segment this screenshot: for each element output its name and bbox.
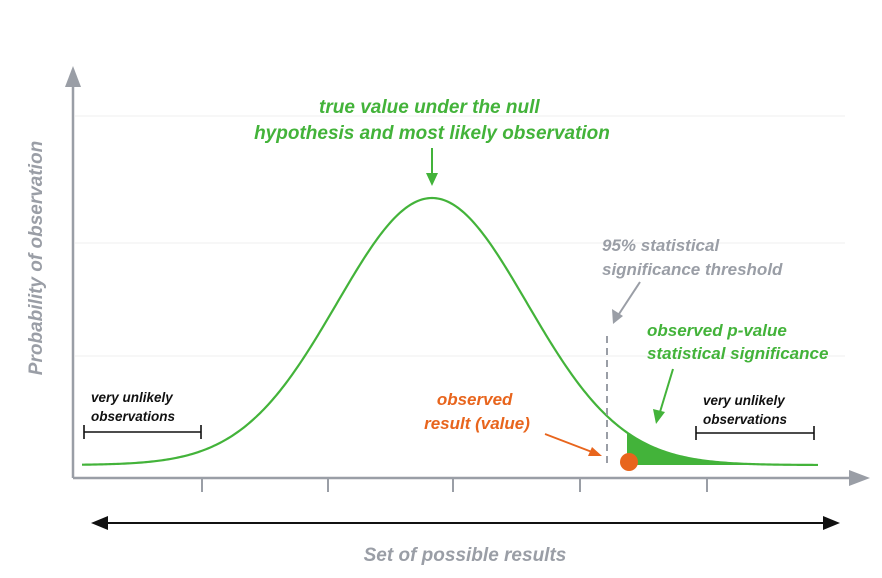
p-value-line1: observed p-value bbox=[647, 321, 787, 340]
unlikely-left-line1: very unlikely bbox=[91, 390, 174, 405]
null-hypothesis-line1: true value under the null bbox=[319, 97, 540, 118]
p-value-line2: statistical significance bbox=[647, 344, 828, 363]
arrow-right-icon bbox=[849, 470, 870, 486]
gridlines bbox=[75, 115, 845, 357]
observed-point-dot bbox=[620, 453, 638, 471]
arrow-down-icon bbox=[426, 173, 438, 186]
y-axis-label: Probability of observation bbox=[26, 141, 47, 375]
unlikely-right-line2: observations bbox=[703, 412, 788, 427]
threshold-line1: 95% statistical bbox=[602, 236, 720, 255]
p-value-label: observed p-value statistical significanc… bbox=[647, 321, 828, 363]
arrow-up-icon bbox=[65, 66, 81, 87]
observed-arrow-shaft bbox=[544, 433, 593, 453]
threshold-label: 95% statistical significance threshold bbox=[602, 236, 783, 279]
p-value-area bbox=[627, 432, 818, 465]
unlikely-right-label: very unlikely observations bbox=[703, 393, 789, 427]
null-hypothesis-line2: hypothesis and most likely observation bbox=[254, 123, 610, 144]
unlikely-left-label: very unlikely observations bbox=[91, 390, 177, 424]
threshold-arrow-shaft bbox=[618, 281, 641, 315]
arrow-right-icon bbox=[588, 447, 602, 456]
null-hypothesis-label: true value under the null hypothesis and… bbox=[254, 97, 610, 144]
observed-result-label: observed result (value) bbox=[424, 390, 530, 433]
bell-curve bbox=[81, 196, 819, 467]
unlikely-right-line1: very unlikely bbox=[703, 393, 786, 408]
double-arrow-icon bbox=[91, 516, 840, 530]
arrow-down-icon bbox=[653, 409, 665, 424]
unlikely-right-bracket bbox=[695, 426, 815, 440]
arrow-down-left-icon bbox=[612, 309, 623, 324]
observed-result-line2: result (value) bbox=[424, 414, 530, 433]
x-axis-ticks bbox=[201, 478, 708, 492]
p-value-arrow-shaft bbox=[659, 368, 674, 413]
x-axis-label: Set of possible results bbox=[364, 545, 567, 566]
unlikely-left-bracket bbox=[83, 425, 202, 439]
unlikely-left-line2: observations bbox=[91, 409, 176, 424]
threshold-line2: significance threshold bbox=[602, 260, 783, 279]
observed-result-line1: observed bbox=[437, 390, 513, 409]
